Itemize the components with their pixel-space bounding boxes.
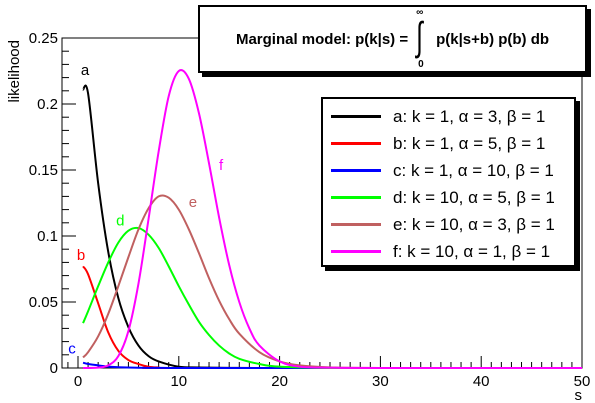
x-tick-label: 10 [170, 373, 187, 390]
y-axis-label: likelihood [6, 40, 23, 103]
formula-integrand: p(k|s+b) p(b) db [436, 30, 550, 48]
curve-label-d: d [116, 212, 124, 229]
x-tick-label: 30 [372, 373, 389, 390]
legend-swatch [331, 196, 381, 199]
legend-entry: b: k = 1, α = 5, β = 1 [323, 130, 574, 157]
x-tick-label: 40 [473, 373, 490, 390]
curve-label-e: e [189, 194, 197, 211]
formula-title: Marginal model: p(k|s) = [235, 30, 409, 48]
series-line-d [82, 226, 582, 370]
legend-entry: e: k = 10, α = 3, β = 1 [323, 211, 574, 238]
legend-label: e: k = 10, α = 3, β = 1 [393, 214, 555, 234]
legend-swatch [331, 115, 381, 118]
legend-swatch [331, 142, 381, 145]
curve-label-b: b [77, 247, 85, 264]
x-axis-label: s [575, 387, 583, 403]
legend-swatch [331, 223, 381, 226]
curves [82, 69, 582, 370]
curve-labels: a b c d e f [68, 62, 224, 358]
legend-entry: a: k = 1, α = 3, β = 1 [323, 103, 574, 130]
y-tick-label: 0.15 [29, 162, 58, 179]
integral-glyph: ∫ [416, 15, 423, 59]
x-tick-label: 0 [74, 373, 82, 390]
series-line-b [82, 265, 582, 370]
legend-swatch [331, 250, 381, 253]
y-tick-label: 0.2 [37, 96, 58, 113]
y-tick-label: 0.05 [29, 294, 58, 311]
legend-entry: d: k = 10, α = 5, β = 1 [323, 184, 574, 211]
y-tick-label: 0.25 [29, 30, 58, 47]
integral-sign: ∞ ∫ 0 [412, 7, 430, 70]
legend-label: c: k = 1, α = 10, β = 1 [393, 160, 554, 180]
legend-swatch [331, 169, 381, 172]
y-tick-label: 0.1 [37, 228, 58, 245]
axes: 0 0.05 0.1 0.15 0.2 0.25 0 10 20 30 40 50 [29, 30, 591, 390]
series-line-e [82, 194, 582, 370]
legend-label: f: k = 10, α = 1, β = 1 [393, 241, 551, 261]
formula-box: Marginal model: p(k|s) = ∞ ∫ 0 p(k|s+b) … [198, 5, 587, 73]
x-tick-label: 50 [574, 373, 591, 390]
legend-label: d: k = 10, α = 5, β = 1 [393, 187, 555, 207]
integral-upper-limit: ∞ [416, 7, 424, 18]
x-tick-label: 20 [271, 373, 288, 390]
legend-label: a: k = 1, α = 3, β = 1 [393, 106, 546, 126]
curve-label-c: c [68, 340, 76, 357]
integral-lower-limit: 0 [418, 59, 424, 70]
legend-entry: f: k = 10, α = 1, β = 1 [323, 238, 574, 265]
y-tick-label: 0 [50, 360, 58, 377]
series-line-f [83, 69, 582, 370]
legend: a: k = 1, α = 3, β = 1 b: k = 1, α = 5, β… [321, 97, 576, 267]
curve-label-a: a [81, 62, 90, 79]
legend-label: b: k = 1, α = 5, β = 1 [393, 133, 546, 153]
curve-label-f: f [219, 157, 224, 174]
legend-entry: c: k = 1, α = 10, β = 1 [323, 157, 574, 184]
